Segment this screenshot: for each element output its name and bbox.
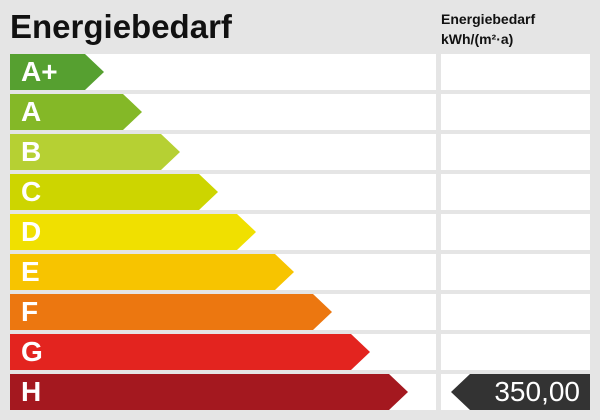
value-cell bbox=[441, 134, 590, 170]
value-cell bbox=[441, 294, 590, 330]
class-arrow: E bbox=[10, 254, 294, 290]
class-arrow: H bbox=[10, 374, 408, 410]
unit-label-line2: kWh/(m²·a) bbox=[441, 31, 514, 47]
class-arrow: C bbox=[10, 174, 218, 210]
class-row: H bbox=[10, 374, 436, 410]
class-arrow: G bbox=[10, 334, 370, 370]
class-row: D bbox=[10, 214, 436, 250]
value-cell bbox=[441, 174, 590, 210]
class-arrow: A bbox=[10, 94, 142, 130]
value-cell bbox=[441, 334, 590, 370]
unit-label-line1: Energiebedarf bbox=[441, 11, 536, 27]
class-row: B bbox=[10, 134, 436, 170]
class-row: C bbox=[10, 174, 436, 210]
value-cell bbox=[441, 94, 590, 130]
class-row: A bbox=[10, 94, 436, 130]
class-row: A+ bbox=[10, 54, 436, 90]
page-title: Energiebedarf bbox=[10, 8, 232, 45]
class-row: F bbox=[10, 294, 436, 330]
value-cell bbox=[441, 254, 590, 290]
value-indicator: 350,00 bbox=[451, 374, 590, 410]
class-row: E bbox=[10, 254, 436, 290]
value-cell bbox=[441, 54, 590, 90]
class-arrow: D bbox=[10, 214, 256, 250]
class-arrow: A+ bbox=[10, 54, 104, 90]
class-arrow: F bbox=[10, 294, 332, 330]
value-cell bbox=[441, 214, 590, 250]
class-row: G bbox=[10, 334, 436, 370]
unit-label: Energiebedarf kWh/(m²·a) bbox=[441, 9, 535, 49]
class-arrow: B bbox=[10, 134, 180, 170]
